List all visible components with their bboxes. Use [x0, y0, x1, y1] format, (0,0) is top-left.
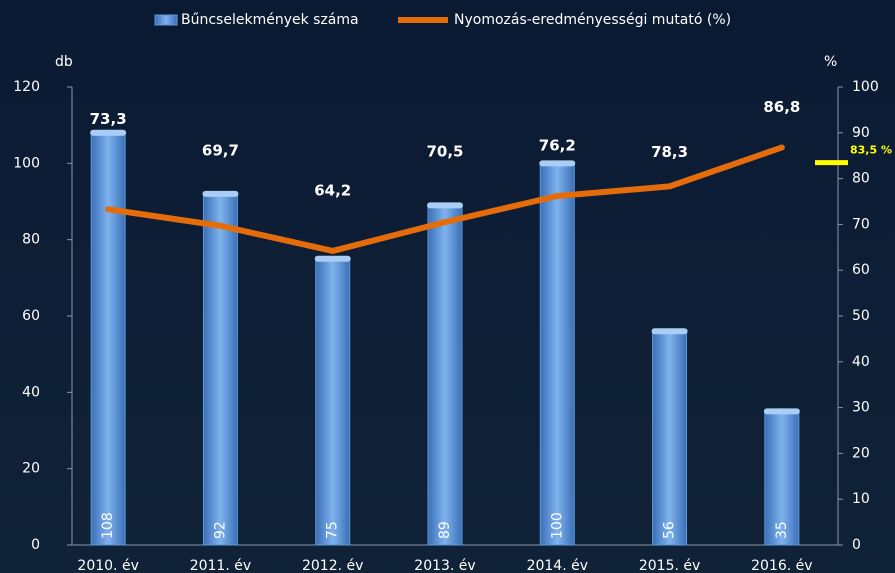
y-tick-label: 120 [13, 79, 40, 95]
y2-axis-label: % [824, 54, 837, 70]
y2-tick-label: 60 [852, 262, 870, 278]
bar-cap [202, 190, 239, 197]
bar [427, 204, 463, 546]
y2-tick-label: 90 [852, 125, 870, 141]
bar-value-label: 92 [212, 521, 228, 539]
bar-cap [651, 328, 688, 335]
bar-value-label: 100 [549, 512, 565, 539]
y2-tick-label: 70 [852, 216, 870, 232]
y2-tick-label: 50 [852, 308, 870, 324]
x-tick-label: 2011. év [190, 558, 251, 573]
line-value-label: 69,7 [202, 141, 239, 159]
y-tick-label: 80 [22, 232, 40, 248]
bar-value-label: 35 [774, 521, 790, 539]
annotation-label: 83,5 % [850, 144, 892, 157]
line [105, 144, 785, 254]
legend-swatch [154, 14, 178, 26]
y-tick-label: 20 [22, 461, 40, 477]
bar [202, 193, 238, 546]
line-value-label: 73,3 [90, 110, 127, 128]
bar [764, 410, 800, 546]
bar [315, 258, 351, 546]
bar-cap [763, 408, 800, 415]
line-value-label: 78,3 [651, 143, 688, 161]
y2-tick-label: 80 [852, 171, 870, 187]
x-tick-label: 2012. év [302, 558, 363, 573]
y2-tick-label: 10 [852, 491, 870, 507]
y2-tick-label: 30 [852, 400, 870, 416]
bar-value-label: 89 [437, 521, 453, 539]
line-value-label: 64,2 [314, 181, 351, 199]
bar-value-label: 108 [100, 512, 116, 539]
line-value-label: 86,8 [763, 98, 800, 116]
bar-value-label: 75 [325, 521, 341, 539]
legend-label: Nyomozás-eredményességi mutató (%) [454, 12, 731, 28]
x-tick-label: 2016. év [751, 558, 812, 573]
bar [90, 132, 126, 546]
x-tick-label: 2015. év [639, 558, 700, 573]
bar-cap [427, 202, 463, 209]
y2-tick-label: 0 [852, 537, 861, 553]
y2-tick-label: 100 [852, 79, 879, 95]
y-tick-label: 40 [22, 384, 40, 400]
line-value-label: 70,5 [426, 143, 463, 161]
y-tick-label: 60 [22, 308, 40, 324]
x-tick-label: 2014. év [527, 558, 588, 573]
bar [539, 162, 575, 546]
line-value-label: 76,2 [539, 137, 576, 155]
bar-cap [314, 255, 351, 262]
bar-cap [539, 160, 576, 167]
legend-label: Bűncselekmények száma [181, 12, 359, 28]
y-tick-label: 0 [31, 537, 40, 553]
y2-tick-label: 20 [852, 445, 870, 461]
bar-cap [90, 129, 127, 136]
bar [652, 330, 688, 546]
x-tick-label: 2013. év [414, 558, 475, 573]
y-tick-label: 100 [13, 155, 40, 171]
y2-tick-label: 40 [852, 354, 870, 370]
y-axis-label: db [55, 54, 73, 70]
x-tick-label: 2010. év [77, 558, 138, 573]
bar-value-label: 56 [662, 521, 678, 539]
